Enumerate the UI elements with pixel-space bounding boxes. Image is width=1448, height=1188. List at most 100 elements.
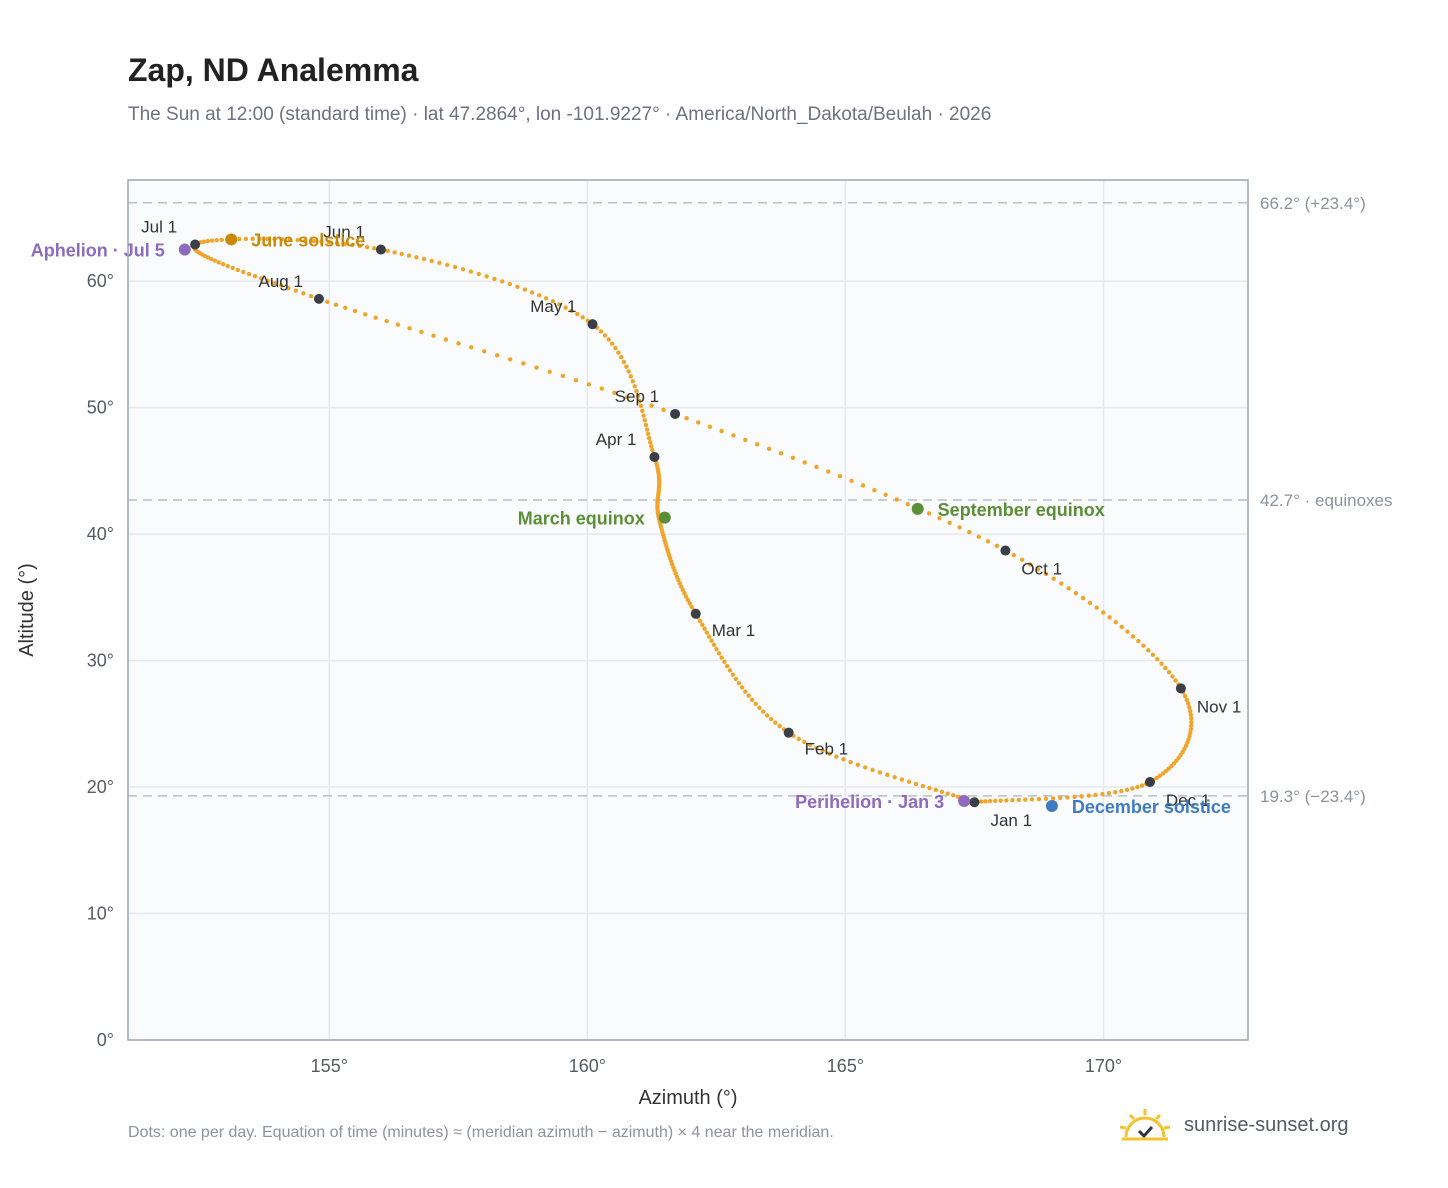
path-dot [820, 748, 826, 754]
path-dot [987, 798, 993, 804]
y-axis-ticks: 0° 10° 20° 30° 40° 50° 60° [87, 271, 114, 1050]
path-dot [905, 501, 910, 507]
event-label: Perihelion · Jan 3 [795, 792, 944, 812]
path-dot [1136, 638, 1141, 644]
path-dot [624, 394, 630, 400]
path-dot [499, 279, 505, 284]
month-markers: Jan 1 Feb 1 Mar 1 Apr 1 May 1 Jun 1 Jul 1 Aug 1… [141, 218, 1241, 831]
path-dot [645, 431, 651, 437]
path-dot [707, 634, 712, 639]
path-dot [272, 236, 277, 242]
path-dot [727, 668, 733, 673]
month-label: Mar 1 [712, 621, 755, 640]
path-dot [606, 337, 611, 342]
path-dot [700, 622, 705, 628]
month-marker [1175, 683, 1186, 694]
path-dot [1139, 783, 1145, 788]
path-dot [550, 299, 556, 304]
path-dot [634, 389, 639, 394]
path-dot [521, 361, 526, 366]
event-marker [178, 243, 191, 256]
path-dot [1016, 797, 1021, 803]
event-marker [658, 511, 671, 524]
path-dot [1101, 610, 1106, 615]
month-marker [313, 293, 324, 304]
path-dot [445, 262, 450, 268]
path-dot [515, 284, 520, 290]
path-dot [683, 594, 689, 599]
path-dot [1188, 712, 1194, 718]
path-dot [1036, 796, 1042, 802]
path-dot [814, 464, 819, 470]
event-marker [911, 502, 924, 515]
path-dot [468, 269, 474, 274]
path-dot [237, 236, 242, 242]
path-dot [602, 333, 608, 338]
month-label: Apr 1 [596, 430, 637, 449]
path-dot [301, 291, 306, 296]
path-dot [220, 261, 226, 267]
path-dot [947, 520, 952, 526]
path-dot [456, 341, 461, 346]
y-axis-label: Altitude (°) [16, 563, 38, 657]
path-dot [311, 238, 316, 244]
path-dot [621, 359, 627, 365]
path-dot [205, 238, 211, 244]
month-label: Sep 1 [615, 387, 659, 406]
path-dot [860, 483, 866, 488]
path-dot [957, 525, 962, 530]
path-dot [431, 333, 436, 338]
path-dot [1100, 791, 1105, 797]
path-dot [1125, 629, 1130, 634]
path-dot [870, 767, 875, 773]
path-dot [1189, 719, 1194, 725]
path-dot [757, 705, 762, 710]
path-dot [612, 390, 617, 396]
path-dot [575, 311, 580, 317]
brand[interactable]: sunrise-sunset.org [1118, 1100, 1349, 1150]
path-dot [560, 373, 566, 379]
path-dot [1189, 716, 1194, 721]
path-dot [778, 451, 784, 456]
path-dot [714, 646, 719, 652]
path-dot [641, 413, 646, 418]
path-dot [733, 676, 739, 682]
path-dot [1079, 794, 1084, 799]
path-dot [985, 539, 991, 544]
path-dot [892, 775, 897, 780]
path-dot [746, 693, 751, 698]
path-dot [1010, 798, 1015, 803]
path-dot [872, 487, 877, 493]
path-dot [452, 264, 458, 270]
event-label: June solstice [251, 230, 365, 250]
path-dot [754, 442, 760, 447]
path-dot [362, 312, 368, 317]
path-dot [352, 308, 358, 314]
brand-name: sunrise-sunset.org [1184, 1113, 1349, 1136]
path-dot [333, 302, 339, 307]
path-dot [334, 240, 340, 246]
path-dot [279, 237, 285, 242]
path-dot [1159, 661, 1164, 666]
path-dot [998, 798, 1003, 803]
path-dot [849, 478, 854, 484]
path-dot [279, 283, 284, 288]
path-dot [484, 274, 489, 279]
path-dot [216, 260, 222, 265]
path-dot [1113, 619, 1118, 625]
path-dot [702, 626, 707, 631]
x-tick-label: 155° [311, 1056, 348, 1076]
event-marker [1045, 800, 1058, 813]
path-dot [764, 713, 770, 718]
path-dot [407, 326, 412, 331]
path-dot [209, 256, 214, 262]
path-dot [406, 253, 412, 258]
path-dot [707, 424, 713, 429]
path-dot [945, 791, 950, 796]
path-dot [679, 584, 684, 589]
path-dot [373, 315, 378, 320]
event-marker [958, 794, 971, 807]
month-label: Jun 1 [323, 223, 365, 242]
month-label: Feb 1 [805, 740, 848, 759]
path-dot [711, 642, 717, 648]
